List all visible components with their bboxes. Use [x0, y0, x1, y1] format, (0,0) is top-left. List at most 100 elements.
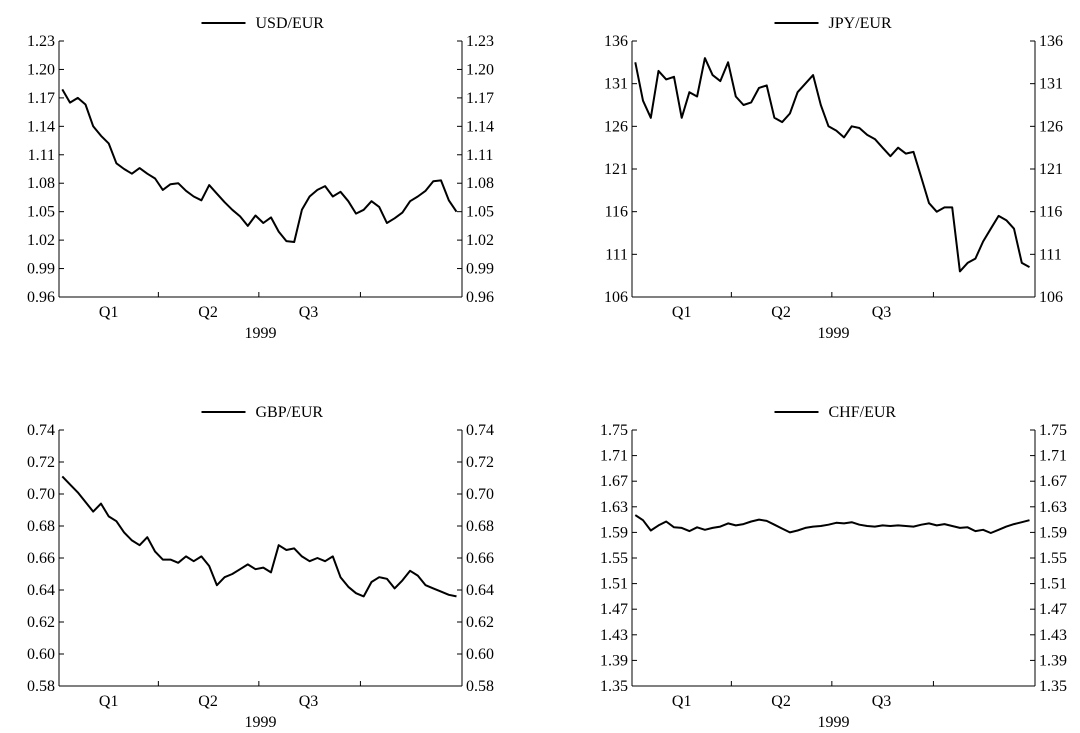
- y-tick-label-right: 0.62: [466, 614, 494, 631]
- y-tick-label-left: 136: [604, 33, 628, 50]
- y-tick-label-right: 1.47: [1039, 601, 1067, 618]
- y-tick-label-left: 0.72: [27, 454, 55, 471]
- chart-panel-gbp-eur: 0.58 0.58 0.60 0.60 0.62 0.62 0.64 0.64 0.66 0.66…: [27, 404, 494, 731]
- y-tick-label-left: 0.99: [27, 261, 55, 278]
- y-tick-label-right: 0.74: [466, 422, 494, 439]
- y-tick-label-right: 1.55: [1039, 550, 1067, 567]
- y-tick-label-right: 1.51: [1039, 576, 1067, 593]
- y-tick-label-right: 1.14: [466, 118, 494, 135]
- y-tick-label-left: 1.08: [27, 175, 55, 192]
- x-tick-label: Q2: [198, 304, 218, 321]
- x-tick-label: Q3: [299, 693, 319, 710]
- y-tick-label-right: 1.39: [1039, 652, 1067, 669]
- y-tick-label-right: 1.23: [466, 33, 494, 50]
- chart-panel-jpy-eur: 106 106 111 111 116 116 121 121 126 126 131 131 136 1…: [604, 15, 1063, 342]
- y-tick-label-left: 1.47: [600, 601, 628, 618]
- y-tick-label-left: 0.58: [27, 678, 55, 695]
- legend-label: JPY/EUR: [829, 15, 892, 32]
- y-tick-label-right: 131: [1039, 76, 1063, 93]
- x-tick-label: Q1: [672, 304, 692, 321]
- y-tick-label-right: 0.64: [466, 582, 494, 599]
- y-tick-label-left: 0.62: [27, 614, 55, 631]
- y-tick-label-left: 1.67: [600, 473, 628, 490]
- x-tick-label: Q2: [771, 693, 791, 710]
- y-tick-label-left: 0.66: [27, 550, 55, 567]
- y-tick-label-left: 1.11: [28, 147, 55, 164]
- series-line-jpy-eur: [634, 57, 1030, 273]
- x-tick-label: Q3: [872, 304, 892, 321]
- y-tick-label-right: 0.96: [466, 289, 494, 306]
- y-tick-label-left: 1.39: [600, 652, 628, 669]
- y-tick-label-right: 111: [1039, 246, 1062, 263]
- y-tick-label-left: 116: [605, 204, 628, 221]
- y-tick-label-left: 0.64: [27, 582, 55, 599]
- y-tick-label-right: 0.58: [466, 678, 494, 695]
- series-line-chf-eur: [634, 514, 1030, 534]
- y-tick-label-left: 1.14: [27, 118, 55, 135]
- y-tick-label-right: 1.17: [466, 90, 494, 107]
- y-tick-label-right: 126: [1039, 118, 1063, 135]
- y-tick-label-left: 1.17: [27, 90, 55, 107]
- y-tick-label-left: 121: [604, 161, 628, 178]
- y-tick-label-right: 0.70: [466, 486, 494, 503]
- y-tick-label-left: 1.43: [600, 627, 628, 644]
- y-tick-label-left: 131: [604, 76, 628, 93]
- x-tick-label: Q2: [198, 693, 218, 710]
- y-tick-label-left: 1.35: [600, 678, 628, 695]
- y-tick-label-right: 0.60: [466, 646, 494, 663]
- x-axis-label: 1999: [245, 714, 277, 731]
- y-tick-label-left: 0.96: [27, 289, 55, 306]
- y-tick-label-left: 0.60: [27, 646, 55, 663]
- y-tick-label-left: 1.51: [600, 576, 628, 593]
- y-tick-label-right: 136: [1039, 33, 1063, 50]
- x-tick-label: Q1: [99, 693, 119, 710]
- x-tick-label: Q3: [299, 304, 319, 321]
- x-axis-label: 1999: [818, 714, 850, 731]
- y-tick-label-left: 1.20: [27, 61, 55, 78]
- y-tick-label-right: 1.08: [466, 175, 494, 192]
- y-tick-label-right: 0.99: [466, 261, 494, 278]
- y-tick-label-left: 111: [605, 246, 628, 263]
- y-tick-label-right: 116: [1039, 204, 1062, 221]
- y-tick-label-left: 0.74: [27, 422, 55, 439]
- y-tick-label-right: 1.35: [1039, 678, 1067, 695]
- y-tick-label-right: 1.63: [1039, 499, 1067, 516]
- y-tick-label-right: 106: [1039, 289, 1063, 306]
- y-tick-label-left: 0.70: [27, 486, 55, 503]
- y-tick-label-left: 1.05: [27, 204, 55, 221]
- x-tick-label: Q2: [771, 304, 791, 321]
- y-tick-label-left: 1.71: [600, 448, 628, 465]
- y-tick-label-left: 1.75: [600, 422, 628, 439]
- x-tick-label: Q1: [99, 304, 119, 321]
- y-tick-label-left: 106: [604, 289, 628, 306]
- series-line-gbp-eur: [61, 475, 457, 598]
- y-tick-label-left: 1.55: [600, 550, 628, 567]
- y-tick-label-left: 1.59: [600, 524, 628, 541]
- y-tick-label-left: 1.23: [27, 33, 55, 50]
- y-tick-label-right: 1.43: [1039, 627, 1067, 644]
- y-tick-label-right: 1.75: [1039, 422, 1067, 439]
- y-tick-label-right: 0.66: [466, 550, 494, 567]
- y-tick-label-right: 1.71: [1039, 448, 1067, 465]
- y-tick-label-right: 1.67: [1039, 473, 1067, 490]
- y-tick-label-right: 1.02: [466, 232, 494, 249]
- chart-panel-usd-eur: 0.96 0.96 0.99 0.99 1.02 1.02 1.05 1.05 1.08 1.08…: [27, 15, 494, 342]
- x-tick-label: Q1: [672, 693, 692, 710]
- y-tick-label-right: 0.72: [466, 454, 494, 471]
- y-tick-label-right: 1.20: [466, 61, 494, 78]
- legend-label: CHF/EUR: [829, 404, 897, 421]
- y-tick-label-right: 0.68: [466, 518, 494, 535]
- y-tick-label-right: 1.59: [1039, 524, 1067, 541]
- x-axis-label: 1999: [245, 325, 277, 342]
- y-tick-label-right: 121: [1039, 161, 1063, 178]
- y-tick-label-right: 1.05: [466, 204, 494, 221]
- y-tick-label-right: 1.11: [466, 147, 493, 164]
- chart-panel-chf-eur: 1.35 1.35 1.39 1.39 1.43 1.43 1.47 1.47 1.51 1.51…: [600, 404, 1067, 731]
- y-tick-label-left: 126: [604, 118, 628, 135]
- legend-label: GBP/EUR: [256, 404, 324, 421]
- y-tick-label-left: 1.02: [27, 232, 55, 249]
- x-axis-label: 1999: [818, 325, 850, 342]
- x-tick-label: Q3: [872, 693, 892, 710]
- legend-label: USD/EUR: [256, 15, 325, 32]
